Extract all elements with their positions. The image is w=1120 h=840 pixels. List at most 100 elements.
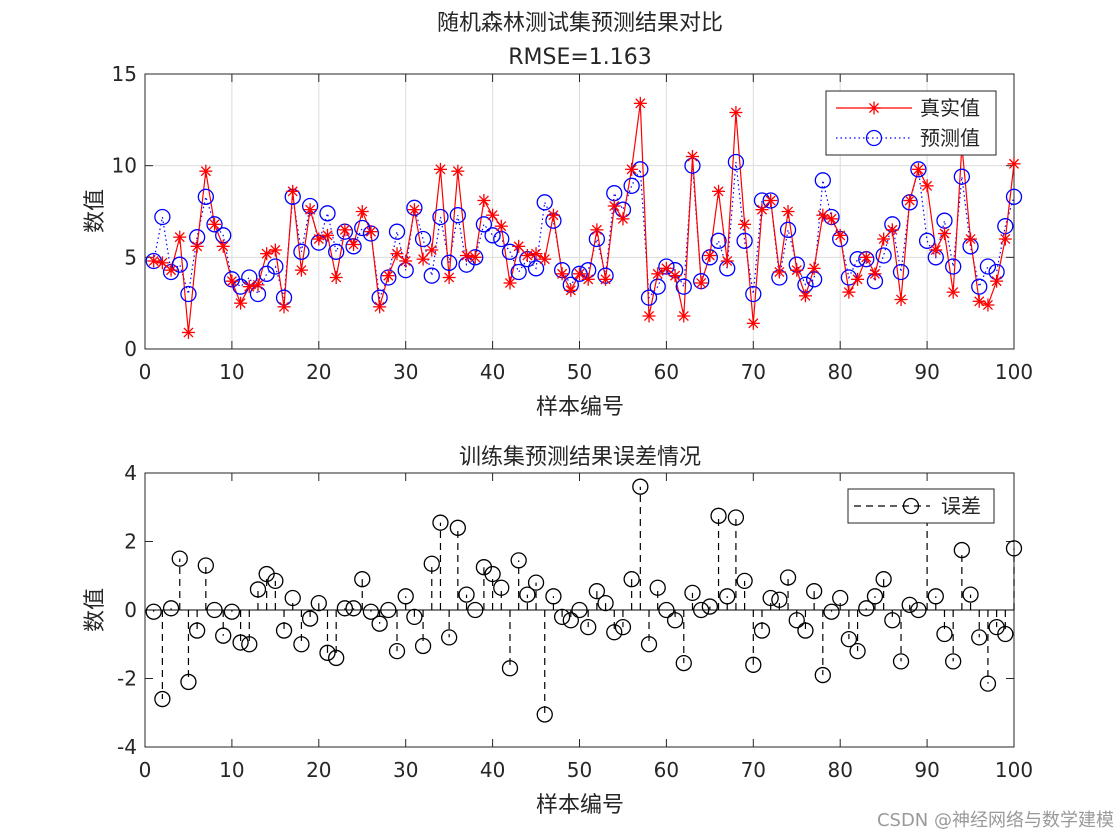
actual-point [990,274,1004,288]
actual-point [494,219,508,233]
predicted-point [197,188,214,205]
error-point [284,589,301,607]
actual-point [208,217,222,231]
error-point [380,601,397,619]
actual-point [147,254,161,268]
error-point [197,557,214,574]
error-point [606,624,623,641]
actual-point [842,285,856,299]
watermark: CSDN @神经网络与数学建模 [877,810,1114,831]
error-point [484,565,501,583]
predicted-point [319,205,336,222]
top-chart-ylabel: 数值 [83,189,108,233]
actual-point [181,326,195,339]
top-chart-legend: 真实值 预测值 [825,90,997,156]
error-point [206,601,223,619]
actual-point [903,194,917,207]
bottom-chart-series [145,478,1023,723]
predicted-point [1005,188,1023,205]
predicted-point [892,263,910,281]
x-tick-label: 0 [139,758,152,782]
error-point [945,653,962,670]
predicted-point [675,278,692,295]
predicted-point [328,243,345,260]
actual-point [286,184,300,198]
x-tick-label: 30 [393,758,418,782]
error-point [171,550,188,567]
actual-point [381,269,395,283]
actual-point [668,269,682,283]
error-point [719,588,736,605]
error-point [823,603,840,620]
predicted-point [918,232,936,249]
actual-point [877,232,891,246]
error-point [336,600,354,617]
actual-point [442,271,456,284]
error-point [788,612,805,629]
predicted-point [293,243,310,260]
error-point [493,579,510,596]
actual-point [303,203,317,217]
error-point [623,571,640,588]
error-point [215,627,232,644]
predicted-point [180,285,197,303]
y-tick-label: 0 [124,337,137,361]
actual-point [564,283,578,297]
legend-error-marker [902,497,920,515]
actual-point [373,300,387,314]
error-point [545,588,562,605]
error-point [301,610,319,627]
predicted-point [762,192,779,209]
predicted-point [571,265,588,282]
actual-point [190,239,204,253]
x-tick-label: 10 [219,758,244,782]
y-tick-label: 10 [112,154,137,178]
error-point [180,673,197,691]
actual-point [764,194,778,207]
legend-error-label: 误差 [941,494,981,518]
actual-point [651,267,665,281]
predicted-point [779,221,797,238]
error-point [588,583,606,600]
error-point [501,660,519,677]
error-point [884,612,901,629]
error-point [710,507,727,524]
x-tick-label: 90 [914,758,939,782]
error-point [892,653,910,670]
error-point [293,636,310,653]
error-point [388,642,406,660]
top-chart-xlabel: 样本编号 [536,395,624,420]
actual-point [529,247,543,261]
legend-actual-label: 真实值 [920,96,980,120]
x-tick-label: 80 [827,360,852,384]
error-point [154,690,171,708]
error-point [580,618,597,636]
error-point [814,666,831,684]
error-point [414,637,432,655]
error-point [571,601,588,619]
legend-actual-asterisk [867,101,881,115]
actual-point [294,263,308,277]
error-point [467,601,484,619]
predicted-point [640,289,658,306]
top-chart-series [145,96,1023,339]
actual-point [573,267,586,281]
predicted-point [710,232,727,249]
y-tick-label: 4 [124,461,137,485]
actual-point [486,208,500,222]
error-point [936,625,953,643]
y-tick-label: 2 [124,530,137,554]
predicted-point [206,216,223,233]
x-tick-label: 70 [741,758,766,782]
actual-point [581,272,595,286]
predicted-point [440,254,458,271]
error-point [840,630,858,648]
predicted-point [354,219,371,237]
top-chart-ticks: 0 10 20 30 40 50 60 70 80 90 100 0 5 10 15 [112,62,1034,384]
x-tick-label: 100 [995,758,1033,782]
error-point [223,603,241,620]
legend-predicted-marker [865,129,883,147]
predicted-point [171,256,188,273]
x-tick-label: 70 [741,360,766,384]
error-point [449,519,466,536]
